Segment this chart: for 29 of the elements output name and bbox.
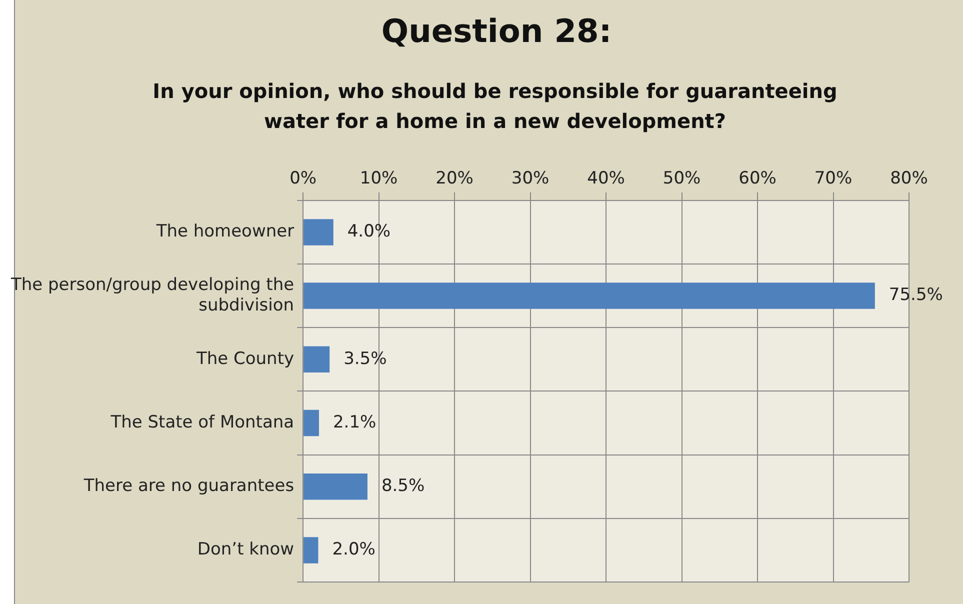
- x-tick-label: 10%: [360, 168, 398, 189]
- data-label: 3.5%: [344, 348, 387, 369]
- y-tick-label: The County: [195, 348, 294, 369]
- bar: [304, 410, 319, 436]
- x-tick-label: 50%: [662, 168, 701, 189]
- bar: [304, 473, 368, 500]
- data-label: 75.5%: [888, 285, 943, 306]
- x-tick-label: 40%: [587, 168, 625, 189]
- y-tick-label: The State of Montana: [110, 412, 294, 432]
- y-tick-label: The person/group developing the subdivision: [10, 275, 294, 316]
- x-tick-label: 60%: [738, 168, 776, 189]
- bar: [304, 346, 330, 373]
- x-tick-label: 70%: [814, 168, 852, 189]
- data-label: 4.0%: [347, 222, 391, 242]
- chart-subtitle: In your opinion, who should be responsible for guaranteeing water for a home in a new development?: [152, 78, 838, 135]
- bar: [304, 282, 875, 309]
- data-label: 2.0%: [332, 540, 376, 560]
- x-tick-label: 30%: [511, 168, 550, 189]
- chart-title: Question 28:: [380, 12, 613, 50]
- y-tick-label: There are no guarantees: [82, 476, 294, 496]
- x-tick-label: 0%: [290, 168, 317, 189]
- y-tick-label: The homeowner: [155, 222, 294, 242]
- data-label: 8.5%: [381, 476, 425, 496]
- x-tick-label: 20%: [436, 168, 474, 189]
- bar: [304, 219, 334, 246]
- x-tick-label: 80%: [890, 168, 928, 189]
- y-tick-label: Don’t know: [197, 540, 294, 560]
- bar: [304, 537, 318, 564]
- data-label: 2.1%: [332, 412, 376, 432]
